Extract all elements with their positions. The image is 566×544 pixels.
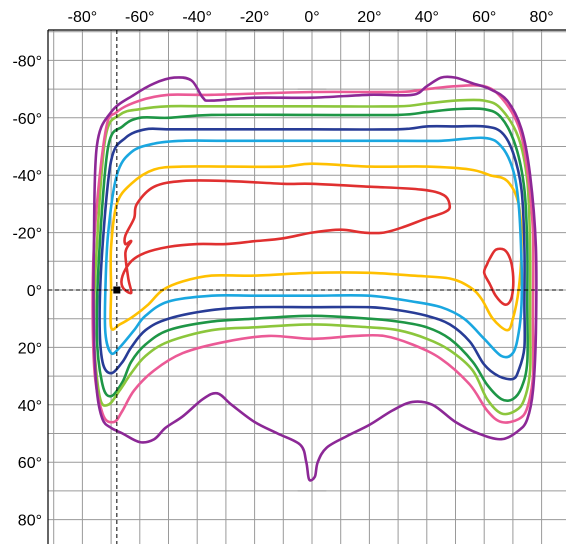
contour-line-level-8 (92, 75, 538, 482)
contour-lines (91, 75, 538, 482)
contour-line-level-5 (95, 107, 529, 403)
y-tick-label: -80° (12, 53, 42, 70)
x-tick-label: 0° (304, 9, 319, 26)
y-tick-label: 0° (27, 283, 42, 300)
contour-line-level-6 (92, 98, 532, 416)
x-tick-label: -40° (182, 9, 212, 26)
contour-line-level-4 (98, 124, 527, 381)
x-tick-label: 60° (472, 9, 496, 26)
x-axis-tick-labels: -80° -60° -40° -20° 0° 20° 40° 60° 80° (68, 9, 554, 26)
x-tick-label: -80° (68, 9, 98, 26)
y-tick-label: -60° (12, 111, 42, 128)
y-tick-label: -40° (12, 168, 42, 185)
y-tick-label: 20° (18, 340, 42, 357)
contour-line-level-7 (91, 83, 535, 424)
contour-line-level-2 (109, 162, 523, 332)
contour-line-level-1 (482, 247, 515, 306)
y-tick-label: 40° (18, 398, 42, 415)
x-tick-label: 80° (529, 9, 553, 26)
x-tick-label: -60° (125, 9, 155, 26)
x-tick-label: -20° (240, 9, 270, 26)
plot-frame (47, 29, 566, 544)
y-axis-tick-labels: -80° -60° -40° -20° 0° 20° 40° 60° 80° (12, 53, 42, 529)
x-tick-label: 40° (415, 9, 439, 26)
marker-square (113, 286, 121, 294)
contour-line-level-3 (103, 136, 524, 359)
y-tick-label: -20° (12, 226, 42, 243)
y-tick-label: 60° (18, 455, 42, 472)
y-tick-label: 80° (18, 513, 42, 530)
crosshair (48, 30, 566, 544)
contour-line-level-1 (120, 179, 452, 295)
x-tick-label: 20° (357, 9, 381, 26)
